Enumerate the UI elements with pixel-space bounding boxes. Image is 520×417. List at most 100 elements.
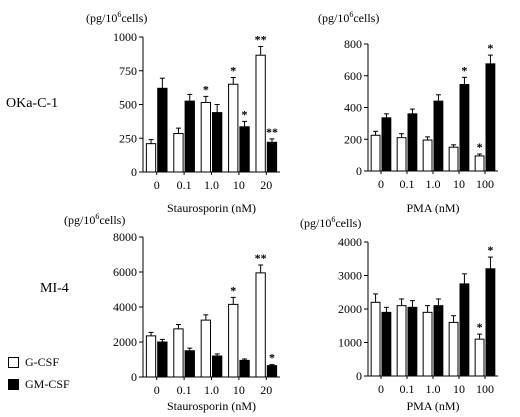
bar	[184, 350, 195, 378]
y-tick-label: 3000	[338, 269, 362, 283]
significance-label: **	[255, 251, 267, 265]
bar	[255, 54, 266, 173]
bar	[266, 365, 278, 378]
bar	[433, 100, 444, 172]
bar	[184, 100, 195, 173]
y-tick-label: 1000	[338, 336, 362, 350]
y-tick-label: 0	[356, 369, 362, 383]
bar	[145, 335, 157, 378]
bar	[474, 155, 485, 172]
bar	[200, 101, 212, 173]
x-tick-label: 10	[233, 178, 245, 192]
legend-item-g-csf: G-CSF	[8, 355, 59, 370]
x-tick-label: 100	[476, 177, 494, 191]
bar	[433, 305, 444, 377]
legend-label-gm-csf: GM-CSF	[25, 377, 70, 391]
bar	[212, 112, 223, 173]
x-tick-label: 0	[378, 382, 384, 396]
x-axis-label: PMA (nM)	[406, 201, 459, 215]
significance-label: *	[487, 243, 493, 257]
x-tick-label: 0	[154, 178, 160, 192]
bar	[200, 319, 212, 378]
x-tick-label: 1.0	[426, 177, 441, 191]
bar	[422, 139, 433, 172]
bar	[407, 306, 418, 377]
y-tick-label: 400	[344, 101, 362, 115]
y-tick-label: 250	[119, 131, 137, 145]
y-tick-label: 800	[344, 37, 362, 51]
significance-label: *	[487, 41, 493, 55]
legend-item-gm-csf: GM-CSF	[8, 377, 70, 392]
x-tick-label: 1.0	[204, 383, 219, 397]
x-tick-label: 0.1	[400, 382, 415, 396]
bar	[459, 283, 470, 377]
y-tick-label: 500	[119, 98, 137, 112]
significance-label: **	[255, 32, 267, 46]
x-tick-label: 0.1	[177, 178, 192, 192]
bar	[255, 272, 266, 378]
bar	[212, 355, 223, 378]
unit-label-top-left: (pg/106cells)	[86, 10, 148, 25]
x-tick-label: 100	[476, 382, 494, 396]
bar	[422, 311, 433, 377]
legend-label-g-csf: G-CSF	[25, 355, 60, 369]
y-tick-label: 0	[131, 165, 137, 179]
x-tick-label: 10	[453, 177, 465, 191]
legend-swatch-gm-csf	[8, 379, 19, 390]
bar	[145, 143, 157, 173]
unit-label-top-right: (pg/106cells)	[318, 10, 380, 25]
y-tick-label: 4000	[113, 300, 137, 314]
bar	[228, 83, 239, 173]
x-tick-label: 1.0	[204, 178, 219, 192]
x-tick-label: 0.1	[177, 383, 192, 397]
significance-label: *	[269, 351, 275, 365]
y-tick-label: 2000	[113, 335, 137, 349]
significance-label: *	[230, 64, 236, 78]
unit-label-bottom-right: (pg/106cells)	[300, 215, 362, 230]
y-tick-label: 1000	[113, 30, 137, 44]
x-tick-label: 10	[233, 383, 245, 397]
row-label-mi-4: MI-4	[40, 281, 69, 296]
x-tick-label: 20	[260, 383, 272, 397]
y-tick-label: 2000	[338, 302, 362, 316]
y-tick-label: 200	[344, 132, 362, 146]
y-tick-label: 600	[344, 69, 362, 83]
bar	[407, 113, 418, 172]
significance-label: **	[266, 125, 278, 139]
bar	[157, 87, 168, 173]
bar	[381, 117, 392, 172]
x-axis-label: Staurosporin (nM)	[167, 399, 256, 413]
significance-label: *	[230, 283, 236, 297]
bar	[228, 303, 239, 378]
bar	[173, 328, 184, 378]
bar	[239, 359, 250, 378]
significance-label: *	[477, 320, 483, 334]
bar	[381, 311, 392, 377]
significance-label: *	[203, 82, 209, 96]
y-tick-label: 750	[119, 64, 137, 78]
bar	[485, 63, 496, 172]
x-axis-label: Staurosporin (nM)	[167, 201, 256, 215]
x-axis-label: PMA (nM)	[406, 399, 459, 413]
x-tick-label: 20	[260, 178, 272, 192]
bar	[485, 268, 496, 377]
bar	[370, 134, 381, 172]
bar	[239, 126, 250, 173]
bar	[396, 305, 407, 377]
x-tick-label: 0	[154, 383, 160, 397]
y-tick-label: 6000	[113, 265, 137, 279]
x-tick-label: 10	[453, 382, 465, 396]
bar	[157, 341, 168, 378]
significance-label: *	[477, 140, 483, 154]
bar	[266, 141, 278, 173]
row-label-oka-c-1: OKa-C-1	[6, 96, 59, 111]
x-tick-label: 1.0	[426, 382, 441, 396]
bar	[448, 321, 459, 377]
bar	[173, 133, 184, 173]
y-tick-label: 4000	[338, 235, 362, 249]
x-tick-label: 0.1	[400, 177, 415, 191]
significance-label: *	[242, 107, 248, 121]
bar	[459, 83, 470, 172]
y-tick-label: 8000	[113, 230, 137, 244]
bar	[448, 146, 459, 172]
